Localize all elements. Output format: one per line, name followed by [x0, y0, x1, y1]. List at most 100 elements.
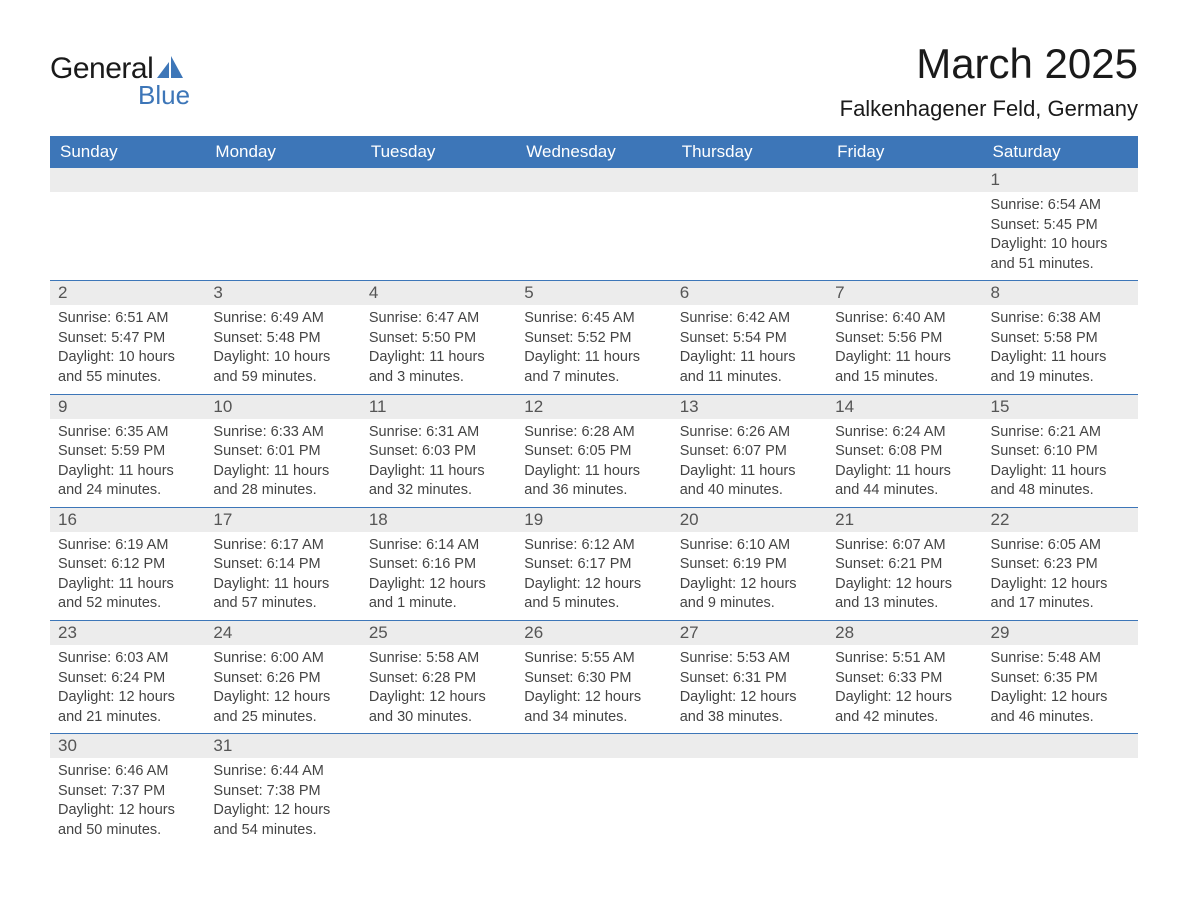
day-number: 15 — [983, 395, 1138, 419]
day-details — [361, 192, 516, 270]
day-details: Sunrise: 6:35 AMSunset: 5:59 PMDaylight:… — [50, 419, 205, 503]
calendar-day: 27Sunrise: 5:53 AMSunset: 6:31 PMDayligh… — [672, 621, 827, 733]
daylight-line: Daylight: 12 hours and 1 minute. — [369, 575, 508, 614]
day-number: 21 — [827, 508, 982, 532]
calendar-week: 9Sunrise: 6:35 AMSunset: 5:59 PMDaylight… — [50, 394, 1138, 507]
day-number: 4 — [361, 281, 516, 305]
day-number: 19 — [516, 508, 671, 532]
calendar-day — [672, 734, 827, 846]
daylight-line: Daylight: 11 hours and 36 minutes. — [524, 462, 663, 501]
sunset-line: Sunset: 6:31 PM — [680, 669, 819, 689]
calendar-day — [516, 168, 671, 280]
calendar-week: 1Sunrise: 6:54 AMSunset: 5:45 PMDaylight… — [50, 168, 1138, 280]
day-details: Sunrise: 6:17 AMSunset: 6:14 PMDaylight:… — [205, 532, 360, 616]
sunset-line: Sunset: 6:35 PM — [991, 669, 1130, 689]
dow-thursday: Thursday — [672, 136, 827, 168]
sunrise-line: Sunrise: 6:49 AM — [213, 309, 352, 329]
daylight-line: Daylight: 12 hours and 54 minutes. — [213, 801, 352, 840]
page-header: General Blue March 2025 Falkenhagener Fe… — [50, 40, 1138, 122]
calendar-day: 26Sunrise: 5:55 AMSunset: 6:30 PMDayligh… — [516, 621, 671, 733]
day-details: Sunrise: 6:47 AMSunset: 5:50 PMDaylight:… — [361, 305, 516, 389]
day-details: Sunrise: 6:31 AMSunset: 6:03 PMDaylight:… — [361, 419, 516, 503]
daylight-line: Daylight: 11 hours and 7 minutes. — [524, 348, 663, 387]
sunrise-line: Sunrise: 6:07 AM — [835, 536, 974, 556]
day-number: 5 — [516, 281, 671, 305]
day-number — [205, 168, 360, 192]
day-number: 16 — [50, 508, 205, 532]
day-number: 20 — [672, 508, 827, 532]
sunrise-line: Sunrise: 5:53 AM — [680, 649, 819, 669]
calendar-day — [672, 168, 827, 280]
daylight-line: Daylight: 11 hours and 19 minutes. — [991, 348, 1130, 387]
day-details: Sunrise: 5:55 AMSunset: 6:30 PMDaylight:… — [516, 645, 671, 729]
calendar-day — [361, 168, 516, 280]
daylight-line: Daylight: 12 hours and 5 minutes. — [524, 575, 663, 614]
sunrise-line: Sunrise: 6:14 AM — [369, 536, 508, 556]
sunset-line: Sunset: 5:48 PM — [213, 329, 352, 349]
sunset-line: Sunset: 7:37 PM — [58, 782, 197, 802]
day-details — [672, 758, 827, 836]
day-details: Sunrise: 6:07 AMSunset: 6:21 PMDaylight:… — [827, 532, 982, 616]
day-number: 13 — [672, 395, 827, 419]
sunset-line: Sunset: 6:19 PM — [680, 555, 819, 575]
sunset-line: Sunset: 6:01 PM — [213, 442, 352, 462]
day-of-week-header: Sunday Monday Tuesday Wednesday Thursday… — [50, 136, 1138, 168]
sunrise-line: Sunrise: 6:45 AM — [524, 309, 663, 329]
calendar-day: 19Sunrise: 6:12 AMSunset: 6:17 PMDayligh… — [516, 508, 671, 620]
day-number — [827, 168, 982, 192]
day-details: Sunrise: 6:12 AMSunset: 6:17 PMDaylight:… — [516, 532, 671, 616]
day-number: 2 — [50, 281, 205, 305]
daylight-line: Daylight: 12 hours and 17 minutes. — [991, 575, 1130, 614]
calendar-day: 4Sunrise: 6:47 AMSunset: 5:50 PMDaylight… — [361, 281, 516, 393]
sunrise-line: Sunrise: 5:51 AM — [835, 649, 974, 669]
calendar-day: 3Sunrise: 6:49 AMSunset: 5:48 PMDaylight… — [205, 281, 360, 393]
sunrise-line: Sunrise: 6:46 AM — [58, 762, 197, 782]
day-details — [50, 192, 205, 270]
day-number: 28 — [827, 621, 982, 645]
day-number: 25 — [361, 621, 516, 645]
sunrise-line: Sunrise: 6:40 AM — [835, 309, 974, 329]
dow-wednesday: Wednesday — [516, 136, 671, 168]
day-details — [672, 192, 827, 270]
day-details: Sunrise: 6:24 AMSunset: 6:08 PMDaylight:… — [827, 419, 982, 503]
calendar-day: 2Sunrise: 6:51 AMSunset: 5:47 PMDaylight… — [50, 281, 205, 393]
day-details: Sunrise: 6:40 AMSunset: 5:56 PMDaylight:… — [827, 305, 982, 389]
day-details — [827, 758, 982, 836]
day-details: Sunrise: 6:00 AMSunset: 6:26 PMDaylight:… — [205, 645, 360, 729]
calendar-day — [361, 734, 516, 846]
daylight-line: Daylight: 11 hours and 44 minutes. — [835, 462, 974, 501]
day-details: Sunrise: 6:44 AMSunset: 7:38 PMDaylight:… — [205, 758, 360, 842]
sunset-line: Sunset: 6:21 PM — [835, 555, 974, 575]
sail-icon — [157, 56, 183, 78]
daylight-line: Daylight: 10 hours and 55 minutes. — [58, 348, 197, 387]
day-number: 6 — [672, 281, 827, 305]
calendar-day: 23Sunrise: 6:03 AMSunset: 6:24 PMDayligh… — [50, 621, 205, 733]
day-details: Sunrise: 6:14 AMSunset: 6:16 PMDaylight:… — [361, 532, 516, 616]
sunset-line: Sunset: 6:23 PM — [991, 555, 1130, 575]
sunrise-line: Sunrise: 5:48 AM — [991, 649, 1130, 669]
day-details: Sunrise: 5:58 AMSunset: 6:28 PMDaylight:… — [361, 645, 516, 729]
daylight-line: Daylight: 11 hours and 48 minutes. — [991, 462, 1130, 501]
daylight-line: Daylight: 12 hours and 42 minutes. — [835, 688, 974, 727]
sunrise-line: Sunrise: 6:35 AM — [58, 423, 197, 443]
day-details: Sunrise: 5:53 AMSunset: 6:31 PMDaylight:… — [672, 645, 827, 729]
sunrise-line: Sunrise: 5:58 AM — [369, 649, 508, 669]
day-details: Sunrise: 6:46 AMSunset: 7:37 PMDaylight:… — [50, 758, 205, 842]
sunset-line: Sunset: 6:10 PM — [991, 442, 1130, 462]
calendar-day — [827, 734, 982, 846]
sunset-line: Sunset: 6:30 PM — [524, 669, 663, 689]
sunset-line: Sunset: 5:59 PM — [58, 442, 197, 462]
calendar-day — [827, 168, 982, 280]
sunset-line: Sunset: 6:14 PM — [213, 555, 352, 575]
day-number — [983, 734, 1138, 758]
sunset-line: Sunset: 5:47 PM — [58, 329, 197, 349]
dow-tuesday: Tuesday — [361, 136, 516, 168]
weeks-container: 1Sunrise: 6:54 AMSunset: 5:45 PMDaylight… — [50, 168, 1138, 847]
brand-word-blue: Blue — [138, 80, 190, 111]
daylight-line: Daylight: 12 hours and 34 minutes. — [524, 688, 663, 727]
day-details: Sunrise: 6:38 AMSunset: 5:58 PMDaylight:… — [983, 305, 1138, 389]
daylight-line: Daylight: 11 hours and 24 minutes. — [58, 462, 197, 501]
day-number: 10 — [205, 395, 360, 419]
sunrise-line: Sunrise: 6:05 AM — [991, 536, 1130, 556]
sunset-line: Sunset: 6:05 PM — [524, 442, 663, 462]
